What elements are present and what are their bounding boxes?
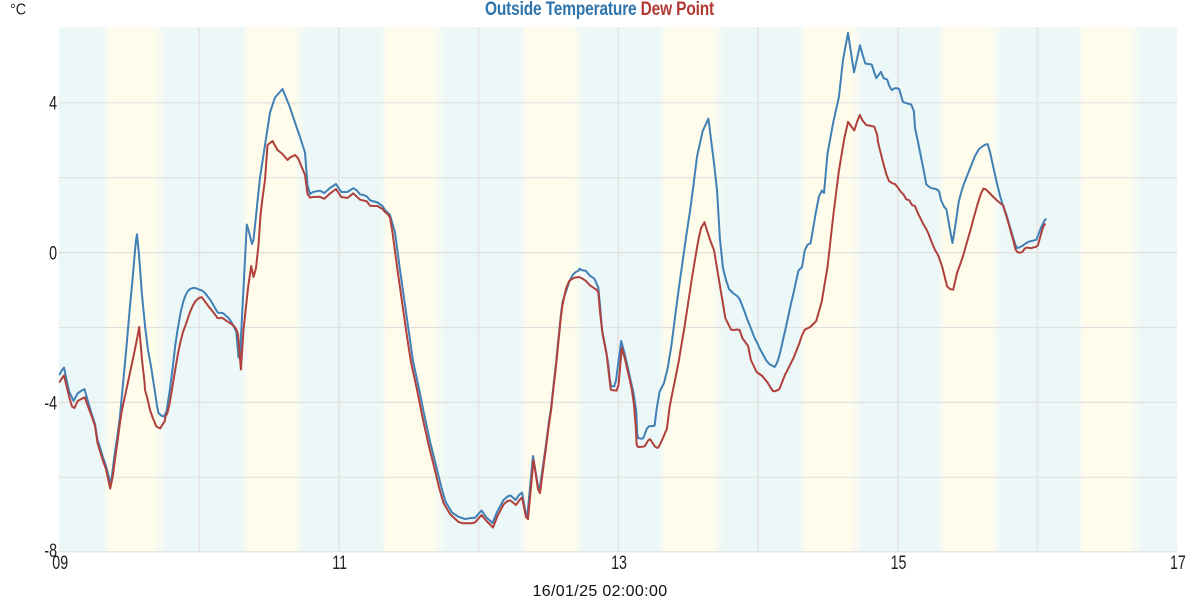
svg-text:-8: -8 [44,540,57,561]
svg-text:-4: -4 [44,392,57,413]
svg-text:°C: °C [10,1,26,19]
svg-text:15: 15 [891,552,907,573]
svg-text:4: 4 [49,93,57,114]
svg-text:09: 09 [52,552,68,573]
svg-text:0: 0 [49,243,57,264]
svg-text:13: 13 [611,552,627,573]
svg-text:17: 17 [1170,552,1186,573]
svg-text:11: 11 [332,552,347,573]
